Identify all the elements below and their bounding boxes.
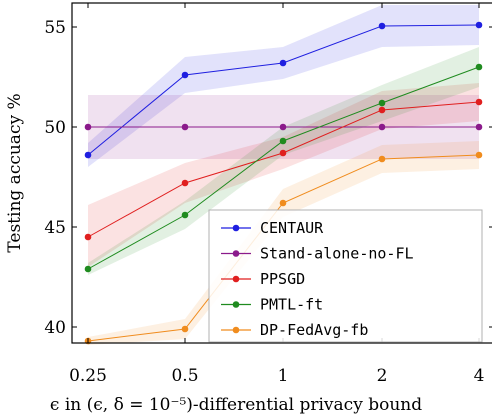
- point-stand-alone-no-fl-0: [84, 123, 92, 131]
- point-ppsgd-0: [84, 233, 92, 241]
- point-pmtl-ft-3: [378, 99, 386, 107]
- point-stand-alone-no-fl-1: [181, 123, 189, 131]
- legend-label-dp-fedavg-fb: DP-FedAvg-fb: [260, 321, 368, 339]
- y-tick-label-40: 40: [44, 318, 66, 338]
- point-stand-alone-no-fl-4: [475, 123, 483, 131]
- x-tick-label-1: 0.5: [171, 366, 198, 386]
- x-tick-label-2: 1: [278, 366, 289, 386]
- point-centaur-2: [279, 59, 287, 67]
- point-centaur-4: [475, 21, 483, 29]
- legend-marker-pmtl-ft: [232, 301, 240, 308]
- legend-marker-stand-alone-no-fl: [232, 250, 240, 257]
- point-ppsgd-2: [279, 149, 287, 157]
- point-stand-alone-no-fl-3: [378, 123, 386, 131]
- point-ppsgd-3: [378, 106, 386, 114]
- band-dp-fedavg-fb: [88, 141, 479, 345]
- x-tick-label-0: 0.25: [69, 366, 107, 386]
- y-tick-label-55: 55: [44, 18, 66, 38]
- point-dp-fedavg-fb-4: [475, 151, 483, 159]
- y-axis-title: Testing accuacy %: [5, 93, 25, 252]
- point-centaur-0: [84, 151, 92, 159]
- y-tick-label-45: 45: [44, 218, 66, 238]
- point-dp-fedavg-fb-3: [378, 155, 386, 163]
- legend-label-centaur: CENTAUR: [260, 219, 324, 237]
- legend-marker-dp-fedavg-fb: [232, 326, 240, 334]
- point-stand-alone-no-fl-2: [279, 123, 287, 131]
- x-tick-label-4: 4: [474, 366, 485, 386]
- series-points: [84, 21, 483, 345]
- legend-marker-centaur: [232, 224, 240, 232]
- legend-label-ppsgd: PPSGD: [260, 270, 305, 288]
- legend-marker-ppsgd: [232, 275, 240, 283]
- axis-ticks: 40 45 50 55 0.25 0.5 1 2 4: [44, 3, 492, 386]
- point-pmtl-ft-2: [279, 137, 287, 145]
- x-tick-label-3: 2: [377, 366, 388, 386]
- legend-label-pmtl-ft: PMTL-ft: [260, 296, 323, 314]
- point-pmtl-ft-4: [475, 63, 483, 71]
- point-dp-fedavg-fb-2: [279, 199, 287, 207]
- point-dp-fedavg-fb-1: [181, 325, 189, 333]
- legend-label-stand-alone-no-fl: Stand-alone-no-FL: [260, 245, 414, 263]
- legend-box: [208, 209, 483, 343]
- point-ppsgd-1: [181, 179, 189, 187]
- x-axis-title: ϵ in (ϵ, δ = 10⁻⁵)-differential privacy …: [50, 395, 422, 415]
- point-centaur-3: [378, 22, 386, 30]
- point-ppsgd-4: [475, 98, 483, 106]
- y-tick-label-50: 50: [44, 118, 66, 138]
- point-centaur-1: [181, 71, 189, 79]
- legend: CENTAUR Stand-alone-no-FL PPSGD PMTL-ft DP-F…: [208, 209, 483, 343]
- point-pmtl-ft-0: [84, 265, 92, 273]
- band-centaur: [88, 5, 479, 167]
- point-pmtl-ft-1: [181, 211, 189, 219]
